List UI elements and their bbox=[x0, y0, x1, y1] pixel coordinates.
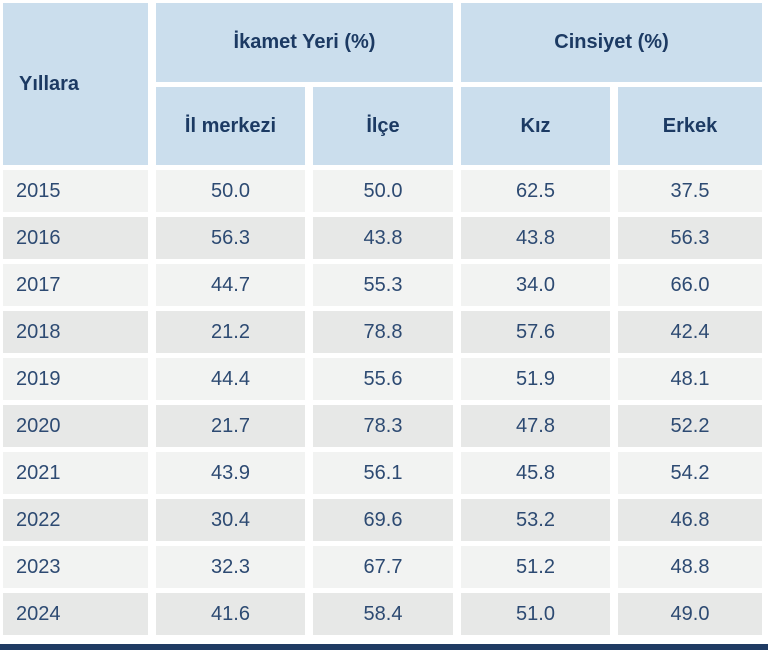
value-cell: 48.8 bbox=[618, 546, 762, 588]
value-cell: 56.1 bbox=[313, 452, 453, 494]
group-header-gender: Cinsiyet (%) bbox=[461, 3, 762, 82]
year-column-header: Yıllara bbox=[3, 3, 148, 165]
value-cell: 50.0 bbox=[313, 170, 453, 212]
value-cell: 50.0 bbox=[156, 170, 305, 212]
value-cell: 41.6 bbox=[156, 593, 305, 635]
value-cell: 62.5 bbox=[461, 170, 610, 212]
value-cell: 46.8 bbox=[618, 499, 762, 541]
data-table: Yıllara İkamet Yeri (%) Cinsiyet (%) İl … bbox=[3, 3, 762, 635]
value-cell: 51.9 bbox=[461, 358, 610, 400]
group-header-residence: İkamet Yeri (%) bbox=[156, 3, 453, 82]
value-cell: 37.5 bbox=[618, 170, 762, 212]
year-cell: 2021 bbox=[3, 452, 148, 494]
value-cell: 78.8 bbox=[313, 311, 453, 353]
value-cell: 51.2 bbox=[461, 546, 610, 588]
year-cell: 2017 bbox=[3, 264, 148, 306]
value-cell: 51.0 bbox=[461, 593, 610, 635]
column-header-ilce: İlçe bbox=[313, 87, 453, 165]
value-cell: 78.3 bbox=[313, 405, 453, 447]
value-cell: 44.4 bbox=[156, 358, 305, 400]
year-cell: 2024 bbox=[3, 593, 148, 635]
year-cell: 2016 bbox=[3, 217, 148, 259]
value-cell: 56.3 bbox=[156, 217, 305, 259]
value-cell: 32.3 bbox=[156, 546, 305, 588]
value-cell: 45.8 bbox=[461, 452, 610, 494]
value-cell: 56.3 bbox=[618, 217, 762, 259]
value-cell: 53.2 bbox=[461, 499, 610, 541]
value-cell: 43.8 bbox=[313, 217, 453, 259]
bottom-divider-bar bbox=[0, 644, 768, 650]
year-cell: 2020 bbox=[3, 405, 148, 447]
value-cell: 55.3 bbox=[313, 264, 453, 306]
value-cell: 34.0 bbox=[461, 264, 610, 306]
value-cell: 21.2 bbox=[156, 311, 305, 353]
year-cell: 2022 bbox=[3, 499, 148, 541]
column-header-kiz: Kız bbox=[461, 87, 610, 165]
value-cell: 55.6 bbox=[313, 358, 453, 400]
value-cell: 21.7 bbox=[156, 405, 305, 447]
year-cell: 2023 bbox=[3, 546, 148, 588]
column-header-il-merkezi: İl merkezi bbox=[156, 87, 305, 165]
value-cell: 43.8 bbox=[461, 217, 610, 259]
column-header-erkek: Erkek bbox=[618, 87, 762, 165]
value-cell: 48.1 bbox=[618, 358, 762, 400]
value-cell: 69.6 bbox=[313, 499, 453, 541]
year-cell: 2019 bbox=[3, 358, 148, 400]
year-cell: 2018 bbox=[3, 311, 148, 353]
value-cell: 54.2 bbox=[618, 452, 762, 494]
value-cell: 49.0 bbox=[618, 593, 762, 635]
value-cell: 44.7 bbox=[156, 264, 305, 306]
value-cell: 47.8 bbox=[461, 405, 610, 447]
value-cell: 52.2 bbox=[618, 405, 762, 447]
value-cell: 43.9 bbox=[156, 452, 305, 494]
value-cell: 67.7 bbox=[313, 546, 453, 588]
value-cell: 66.0 bbox=[618, 264, 762, 306]
value-cell: 42.4 bbox=[618, 311, 762, 353]
value-cell: 57.6 bbox=[461, 311, 610, 353]
value-cell: 30.4 bbox=[156, 499, 305, 541]
year-cell: 2015 bbox=[3, 170, 148, 212]
value-cell: 58.4 bbox=[313, 593, 453, 635]
